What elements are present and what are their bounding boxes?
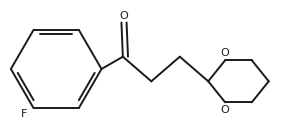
Text: O: O [221,105,230,115]
Text: O: O [221,48,230,58]
Text: F: F [21,108,28,119]
Text: O: O [120,11,128,21]
